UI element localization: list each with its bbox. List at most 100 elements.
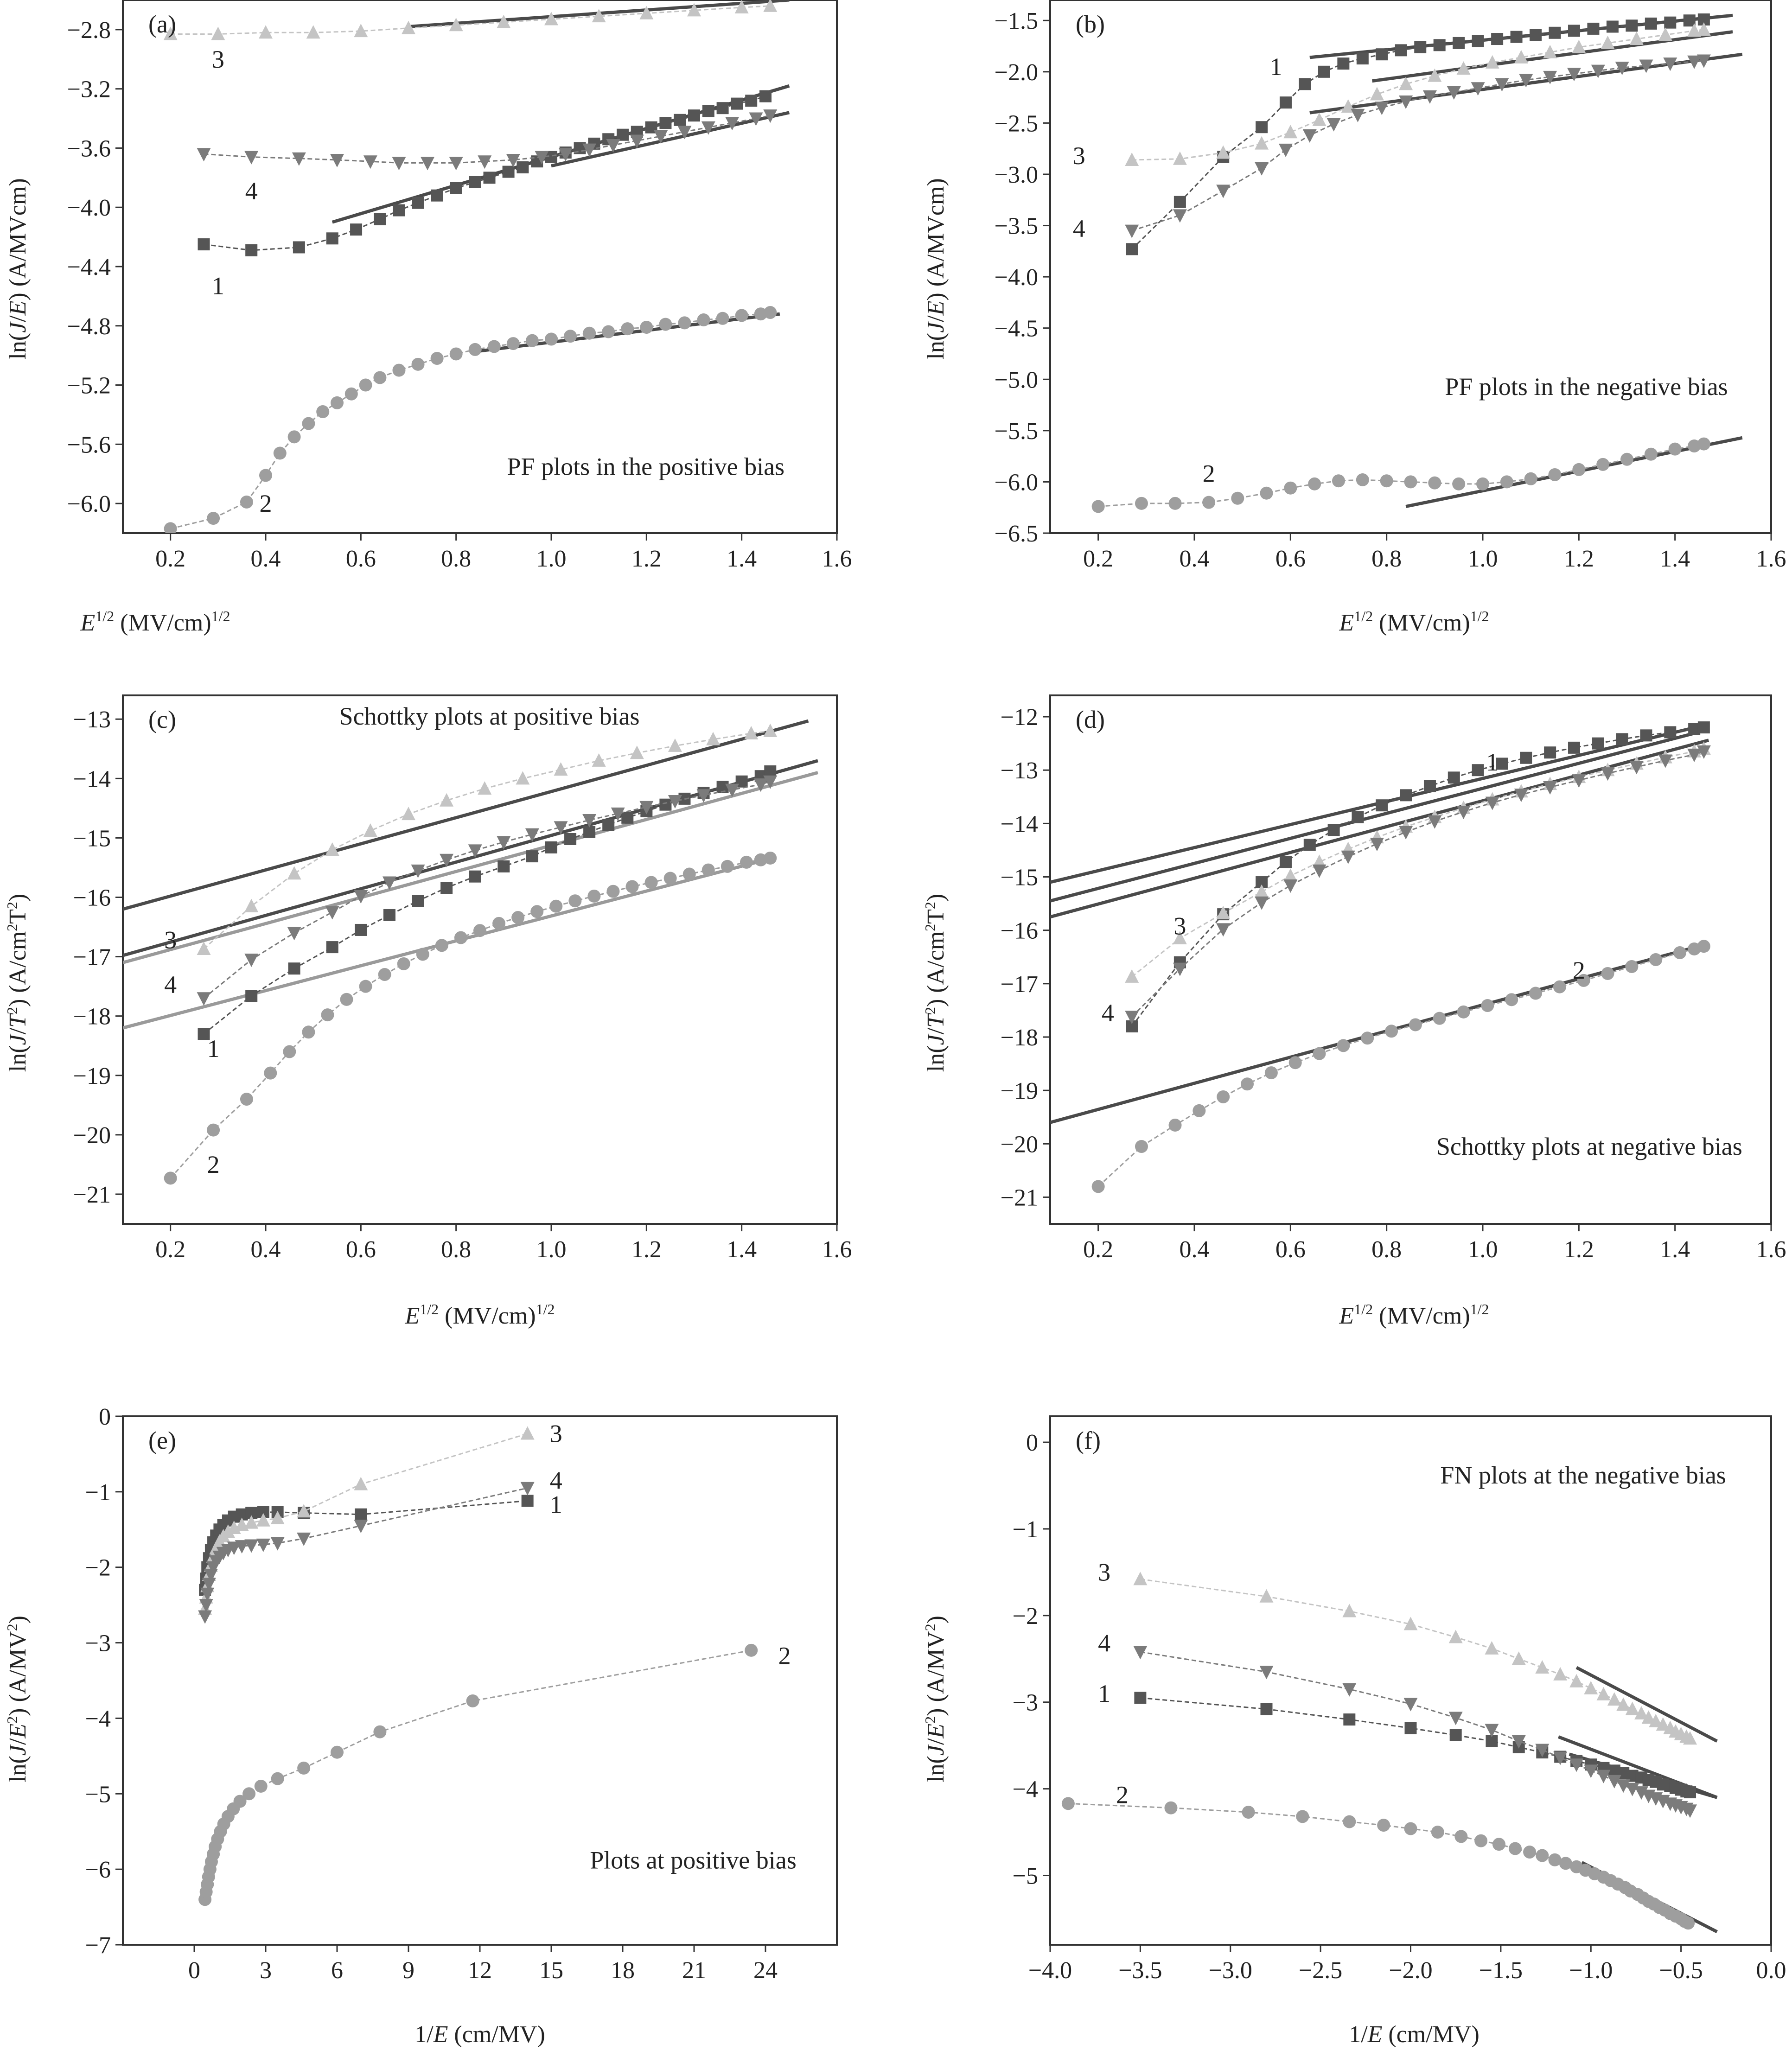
- chart-d-series-2-point: [1529, 987, 1543, 1000]
- chart-a-series-2-point: [240, 495, 253, 509]
- chart-b-annotation: PF plots in the negative bias: [1445, 373, 1728, 401]
- chart-b-series-2-point: [1476, 477, 1489, 490]
- chart-d-series-1-point: [1352, 811, 1364, 823]
- chart-a-series-3-point: [639, 6, 654, 19]
- chart-a-xtick-label: 1.4: [727, 546, 757, 572]
- chart-f-series-4-point: [1342, 1683, 1357, 1697]
- chart-c-series-3-point: [516, 771, 530, 785]
- chart-e-series-4-point: [200, 1587, 215, 1601]
- chart-b-series-4-point: [1687, 55, 1702, 69]
- chart-c-series-1-point: [440, 882, 453, 894]
- chart-d-series-4-point: [1485, 796, 1499, 810]
- chart-a-series-4-point: [292, 152, 306, 166]
- chart-a-series-2-point: [273, 446, 287, 460]
- chart-c-curve-label: 2: [207, 1151, 220, 1178]
- chart-b-series-2-point: [1428, 476, 1441, 490]
- chart-d-series-2-point: [1091, 1180, 1105, 1193]
- chart-d-series-4-point: [1312, 864, 1326, 878]
- chart-a-series-3-point: [402, 20, 415, 34]
- chart-d-xtick-label: 1.0: [1468, 1236, 1498, 1263]
- chart-c-xtick-label: 0.2: [155, 1236, 185, 1263]
- chart-c-series-1-point: [764, 765, 777, 777]
- chart-e-ytick-label: −7: [85, 1932, 111, 1959]
- chart-e-series-4-point: [297, 1532, 311, 1546]
- panel-b: E1/2 (MV/cm)1/2 ln(J/E) (A/MVcm): [923, 178, 1489, 636]
- chart-b-series-2-point: [1231, 491, 1244, 505]
- chart-b-series-2-point: [1697, 437, 1710, 451]
- chart-e-series-3-point: [221, 1524, 235, 1538]
- chart-c-series-2-point: [701, 863, 715, 877]
- chart-a-fit-line: [551, 111, 790, 168]
- chart-d-ytick-label: −21: [1001, 1184, 1038, 1211]
- chart-b-series-4-point: [1255, 162, 1269, 176]
- chart-d-series-4-point: [1514, 789, 1528, 802]
- chart-f-series-3-line: [1140, 1578, 1690, 1739]
- chart-c-series-2-point: [321, 1008, 334, 1022]
- chart-a-series-1-point: [293, 241, 305, 254]
- chart-b-ytick-label: −3.0: [995, 162, 1038, 188]
- chart-a-series-3-point: [163, 26, 178, 40]
- chart-d-series-1-point: [1520, 751, 1532, 764]
- chart-d-ytick-label: −12: [1001, 704, 1038, 731]
- chart-d-series-4-point: [1658, 754, 1672, 768]
- chart-c-series-1-point: [469, 870, 481, 883]
- chart-d-fit-line: [1050, 942, 1709, 1124]
- chart-a-series-4-point: [654, 130, 668, 144]
- chart-d-series-4-point: [1370, 838, 1384, 852]
- chart-a-series-3-point: [687, 3, 701, 17]
- chart-c-series-2-point: [682, 867, 696, 881]
- chart-a-series-2-point: [287, 430, 301, 444]
- chart-b-series-2-point: [1500, 475, 1513, 489]
- chart-d-series-2-point: [1135, 1140, 1148, 1153]
- chart-d-panel-label: (d): [1076, 706, 1105, 733]
- chart-b-series-4-point: [1422, 90, 1437, 104]
- chart-c-series-2-point: [207, 1123, 220, 1137]
- chart-c-series-2-point: [663, 872, 677, 885]
- chart-d-series-2-point: [1649, 953, 1663, 966]
- chart-d-series-2-point: [1457, 1005, 1470, 1019]
- chart-c-series-1-point: [526, 850, 538, 863]
- chart-b-xtick-label: 0.4: [1180, 546, 1210, 572]
- chart-c-series-1-point: [288, 962, 300, 975]
- chart-b-series-4-point: [1663, 57, 1677, 71]
- chart-b-series-3-point: [1572, 39, 1586, 53]
- chart-f-series-3-point: [1511, 1651, 1526, 1665]
- chart-c-ytick-label: −17: [73, 944, 111, 971]
- chart-c-series-3-point: [592, 753, 606, 767]
- chart-d-xtick-label: 1.4: [1660, 1236, 1690, 1263]
- panel-e-ylabel: ln(J/E2) (A/MV2): [4, 1616, 31, 1783]
- chart-f-series-3-point: [1448, 1630, 1463, 1643]
- chart-f-series-2-point: [1404, 1822, 1417, 1835]
- chart-a-series-2-point: [316, 405, 330, 419]
- chart-f-plot-area: [1061, 1572, 1718, 1934]
- chart-d-curve-label: 3: [1173, 912, 1186, 940]
- chart-a-series-2-point: [583, 326, 596, 340]
- chart-a-series-1-point: [374, 213, 386, 225]
- chart-a-series-1-point: [674, 114, 686, 126]
- chart-f-series-4-point: [1511, 1735, 1526, 1749]
- chart-f-series-1-point: [1134, 1692, 1147, 1704]
- chart-e-series-3-point: [297, 1504, 311, 1518]
- chart-c-xtick-label: 0.4: [251, 1236, 281, 1263]
- chart-f-series-4-point: [1569, 1758, 1584, 1772]
- chart-b-series-4-point: [1567, 68, 1581, 82]
- chart-d-series-1-point: [1640, 729, 1652, 742]
- chart-f-series-2-point: [1377, 1819, 1390, 1832]
- chart-d-series-3-point: [1283, 868, 1298, 882]
- chart-b-series-2-point: [1380, 474, 1393, 488]
- chart-d-series-1-point: [1664, 726, 1677, 739]
- chart-a-series-1-point: [745, 95, 758, 107]
- chart-c-series-2-point: [264, 1066, 277, 1080]
- chart-b-series-2-point: [1284, 481, 1297, 495]
- panel-c: E1/2 (MV/cm)1/2 ln(J/T2) (A/cm2T2): [4, 894, 555, 1329]
- chart-a-series-3-point: [259, 25, 273, 39]
- chart-d-series-4-point: [1629, 761, 1644, 775]
- chart-b-xtick-label: 1.4: [1660, 546, 1690, 572]
- chart-c-series-2-point: [721, 859, 734, 873]
- chart-e-series-3-point: [354, 1477, 368, 1490]
- chart-b-series-3-point: [1370, 87, 1384, 101]
- chart-e-series-4-point: [198, 1610, 212, 1624]
- chart-d-series-1-point: [1448, 771, 1460, 784]
- chart-a-ytick-label: −4.4: [67, 254, 111, 280]
- chart-a-xtick-label: 0.8: [441, 546, 471, 572]
